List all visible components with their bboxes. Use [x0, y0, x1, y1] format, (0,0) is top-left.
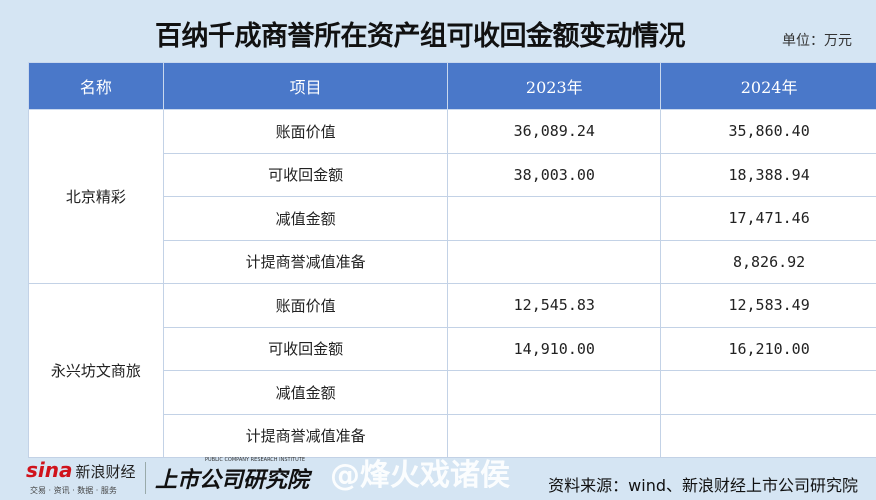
item-cell: 可收回金额 — [162, 326, 449, 371]
table-row: 计提商誉减值准备 — [29, 413, 876, 458]
value-2023-cell — [447, 239, 662, 284]
item-cell: 可收回金额 — [162, 152, 449, 197]
watermark: @烽火戏诸侯 — [330, 458, 510, 493]
footer-divider — [145, 462, 146, 494]
sina-logo-text: sina — [26, 458, 73, 482]
group-name: 永兴坊文商旅 — [28, 283, 164, 458]
value-2023-cell — [447, 370, 662, 415]
value-2023-cell: 36,089.24 — [447, 109, 662, 154]
item-cell: 账面价值 — [162, 109, 449, 154]
value-2024-cell: 8,826.92 — [660, 239, 876, 284]
footer: sina 新浪财经 交易 · 资讯 · 数据 · 服务 上市公司研究院 PUBLI… — [0, 452, 876, 500]
value-2024-cell — [660, 370, 876, 415]
sina-logo: sina 新浪财经 — [26, 458, 136, 484]
goodwill-table: 名称 项目 2023年 2024年 北京精彩 账面价值 36,089.24 35,86… — [28, 62, 876, 458]
header-name: 名称 — [28, 62, 164, 110]
header-2023: 2023年 — [447, 62, 662, 110]
value-2023-cell: 38,003.00 — [447, 152, 662, 197]
value-2023-cell — [447, 413, 662, 458]
value-2023-cell: 14,910.00 — [447, 326, 662, 371]
value-2024-cell — [660, 413, 876, 458]
table-row: 北京精彩 账面价值 36,089.24 35,860.40 — [28, 109, 876, 284]
table-header-row: 名称 项目 2023年 2024年 — [28, 62, 876, 110]
table-row: 可收回金额 14,910.00 16,210.00 — [29, 326, 876, 371]
value-2023-cell: 12,545.83 — [447, 283, 662, 328]
item-cell: 计提商誉减值准备 — [162, 413, 449, 458]
institute-logo: 上市公司研究院 — [155, 468, 310, 493]
item-cell: 减值金额 — [162, 196, 449, 241]
value-2024-cell: 35,860.40 — [660, 109, 876, 154]
sina-name: 新浪财经 — [75, 463, 136, 481]
value-2024-cell: 16,210.00 — [660, 326, 876, 371]
page-title: 百纳千成商誉所在资产组可收回金额变动情况 — [155, 21, 686, 52]
value-2024-cell: 12,583.49 — [660, 283, 876, 328]
item-cell: 计提商誉减值准备 — [162, 239, 449, 284]
group-name: 北京精彩 — [28, 109, 164, 284]
institute-en: PUBLIC COMPANY RESEARCH INSTITUTE — [205, 457, 305, 463]
value-2023-cell — [447, 196, 662, 241]
sina-tagline: 交易 · 资讯 · 数据 · 服务 — [30, 486, 117, 495]
table-row: 减值金额 17,471.46 — [29, 196, 876, 241]
item-cell: 账面价值 — [162, 283, 449, 328]
item-cell: 减值金额 — [162, 370, 449, 415]
table-row: 计提商誉减值准备 8,826.92 — [29, 239, 876, 284]
header-2024: 2024年 — [660, 62, 876, 110]
source-note: 资料来源：wind、新浪财经上市公司研究院 — [548, 476, 858, 495]
header-item: 项目 — [162, 62, 449, 110]
value-2024-cell: 18,388.94 — [660, 152, 876, 197]
unit-label: 单位：万元 — [782, 33, 852, 49]
value-2024-cell: 17,471.46 — [660, 196, 876, 241]
table-row: 永兴坊文商旅 账面价值 12,545.83 12,583.49 — [28, 283, 876, 458]
table-row: 可收回金额 38,003.00 18,388.94 — [29, 152, 876, 197]
